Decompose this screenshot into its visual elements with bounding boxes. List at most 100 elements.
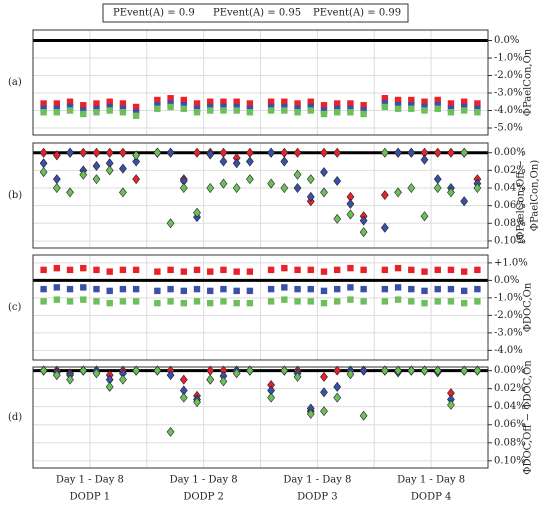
marker <box>394 284 402 291</box>
marker <box>39 147 48 158</box>
marker <box>220 103 227 111</box>
y-tick-label: -1.0% <box>494 53 523 64</box>
y-tick-label: 0.00% <box>494 147 526 158</box>
marker <box>394 264 402 272</box>
marker <box>421 98 428 105</box>
marker <box>307 107 314 114</box>
marker <box>408 105 415 112</box>
marker <box>460 365 469 376</box>
marker <box>52 174 61 185</box>
marker <box>167 266 174 274</box>
marker <box>334 100 341 107</box>
marker <box>293 169 302 180</box>
marker <box>460 268 468 275</box>
marker <box>92 174 101 185</box>
marker <box>320 387 328 398</box>
marker <box>320 110 328 118</box>
x-tick-label: Day 1 - Day 8 <box>56 475 124 486</box>
marker <box>294 109 301 116</box>
marker <box>246 105 254 112</box>
marker <box>334 105 341 112</box>
marker <box>246 365 254 376</box>
marker <box>246 299 254 307</box>
marker <box>347 100 354 107</box>
marker <box>347 105 354 112</box>
marker <box>307 285 314 293</box>
marker <box>293 183 302 193</box>
marker <box>294 298 301 305</box>
marker <box>320 187 328 198</box>
marker <box>132 298 140 305</box>
marker <box>281 296 288 303</box>
marker <box>381 285 389 293</box>
marker <box>93 266 100 274</box>
group-label: DODP 4 <box>411 492 452 503</box>
marker <box>334 285 341 293</box>
marker <box>52 183 61 193</box>
marker <box>380 147 389 158</box>
marker <box>80 102 87 109</box>
marker <box>167 95 174 102</box>
marker <box>294 266 301 274</box>
marker <box>154 299 161 307</box>
y-tick-label: 0.10% <box>494 455 526 466</box>
marker <box>420 365 429 376</box>
panel-label: (b) <box>8 190 22 201</box>
marker <box>473 365 482 376</box>
marker <box>220 107 227 114</box>
y-tick-label: -3.0% <box>494 88 523 99</box>
marker <box>119 163 127 174</box>
marker <box>408 298 415 305</box>
marker <box>421 107 428 114</box>
marker <box>154 96 161 104</box>
marker <box>267 147 275 158</box>
marker <box>193 147 201 158</box>
marker <box>53 264 61 272</box>
marker <box>40 105 47 112</box>
marker <box>40 100 47 107</box>
plot-frame <box>32 254 489 361</box>
marker <box>293 147 302 158</box>
marker <box>306 408 315 419</box>
marker <box>119 298 127 305</box>
marker <box>434 266 441 274</box>
marker <box>346 209 355 220</box>
marker <box>320 107 328 114</box>
marker <box>447 147 455 158</box>
y-tick-label: 0.06% <box>494 200 526 211</box>
marker <box>92 160 101 171</box>
marker <box>447 399 455 410</box>
marker <box>394 365 402 376</box>
x-tick-label: Day 1 - Day 8 <box>397 475 465 486</box>
marker <box>207 107 214 114</box>
marker <box>420 154 429 165</box>
marker <box>421 287 428 295</box>
marker <box>246 147 254 158</box>
marker <box>447 105 455 112</box>
panel-label: (a) <box>8 77 22 88</box>
marker <box>119 285 127 293</box>
marker <box>280 147 289 158</box>
marker <box>281 284 288 291</box>
marker <box>132 150 141 161</box>
marker <box>92 147 101 158</box>
marker <box>293 371 302 382</box>
marker <box>179 392 188 403</box>
marker <box>132 156 141 167</box>
marker <box>206 149 215 160</box>
marker <box>80 284 87 291</box>
marker <box>307 103 314 111</box>
marker <box>347 264 354 272</box>
marker <box>447 298 455 305</box>
marker <box>394 296 402 303</box>
marker <box>106 268 113 275</box>
marker <box>421 268 428 275</box>
marker <box>408 285 415 293</box>
marker <box>320 268 328 275</box>
legend-entry: PEvent(A) = 0.95 <box>213 8 301 19</box>
marker <box>360 285 367 293</box>
y-tick-label: -3.0% <box>494 327 523 338</box>
marker <box>207 103 214 111</box>
marker <box>359 215 368 226</box>
